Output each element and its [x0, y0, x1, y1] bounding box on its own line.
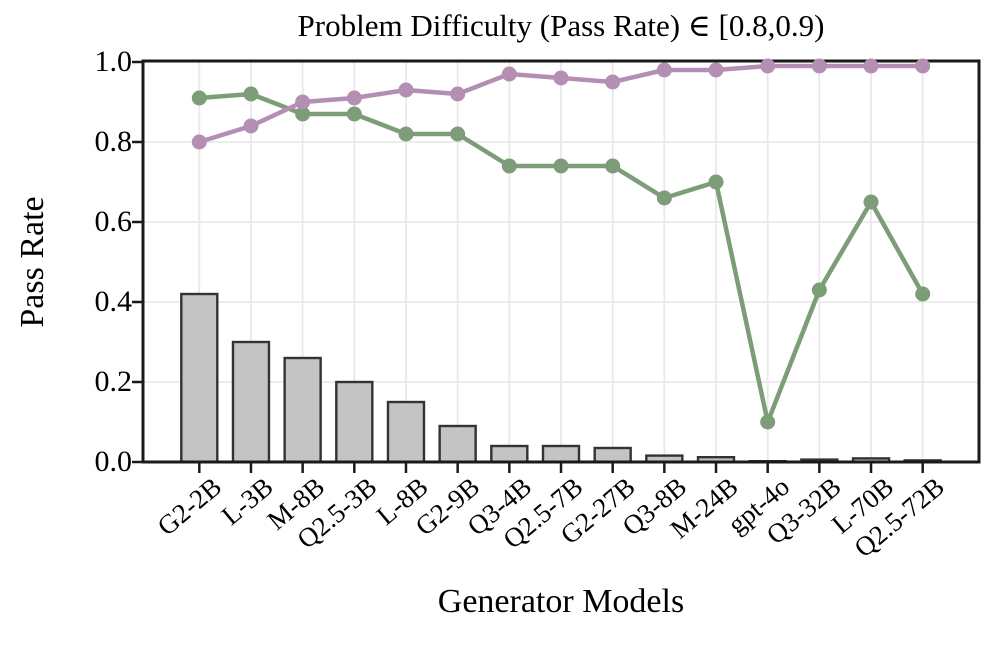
y-tick-label: 0.0 [94, 445, 133, 478]
green-line-marker [656, 190, 672, 206]
chart-title: Problem Difficulty (Pass Rate) ∈ [0.8,0.… [297, 8, 825, 43]
green-line-marker [243, 86, 259, 102]
bar [180, 292, 219, 464]
green-line-marker [708, 174, 724, 190]
green-line-marker [295, 106, 311, 122]
green-line-marker [553, 158, 569, 174]
plot-area [132, 58, 981, 473]
green-line-marker [760, 414, 776, 430]
y-tick-label: 0.4 [94, 285, 133, 318]
green-line-marker [398, 126, 414, 142]
green-line-marker [863, 194, 879, 210]
bar [283, 356, 322, 464]
purple-line-marker [295, 94, 311, 110]
x-tick-label: G2-2B [151, 471, 227, 542]
purple-line-marker [760, 58, 776, 74]
y-tick-label: 0.8 [94, 125, 133, 158]
purple-line-marker [191, 134, 207, 150]
green-line-marker [915, 286, 931, 302]
x-axis-label: Generator Models [437, 583, 685, 620]
purple-line-marker [553, 70, 569, 86]
y-tick-label: 1.0 [94, 45, 133, 78]
bar [438, 424, 477, 464]
purple-line-marker [811, 58, 827, 74]
purple-line-marker [708, 62, 724, 78]
bar [541, 444, 581, 464]
green-line-marker [450, 126, 466, 142]
green-line-marker [605, 158, 621, 174]
purple-line-marker [450, 86, 466, 102]
purple-line-marker [501, 66, 517, 82]
green-line-marker [501, 158, 517, 174]
green-line-marker [346, 106, 362, 122]
green-line-marker [191, 90, 207, 106]
purple-line-marker [863, 58, 879, 74]
green-line-marker [811, 282, 827, 298]
bar [231, 340, 271, 464]
purple-line-marker [346, 90, 362, 106]
purple-line-marker [243, 118, 259, 134]
bar [386, 400, 426, 464]
bar [593, 446, 632, 464]
y-tick-label: 0.2 [94, 365, 133, 398]
bar [335, 380, 374, 464]
purple-line-marker [398, 82, 414, 98]
purple-line-marker [605, 74, 621, 90]
purple-line-marker [656, 62, 672, 78]
bar [490, 444, 529, 464]
y-axis-label: Pass Rate [14, 196, 51, 328]
purple-line-marker [915, 58, 931, 74]
y-tick-label: 0.6 [94, 205, 133, 238]
